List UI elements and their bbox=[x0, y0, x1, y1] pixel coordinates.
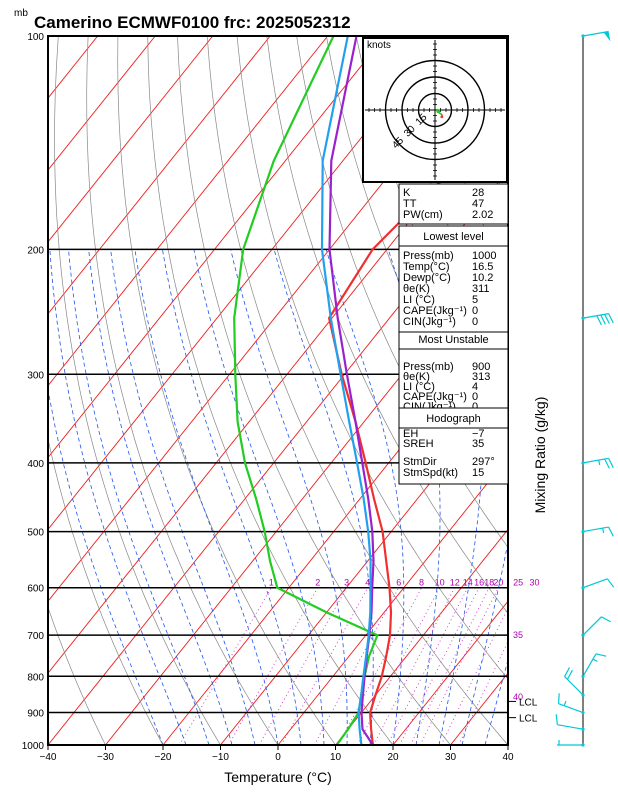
isotherm bbox=[0, 36, 155, 745]
mixing-ratio-line bbox=[441, 588, 518, 745]
lcl-label: LCL bbox=[519, 714, 538, 725]
moist-adiabat bbox=[69, 249, 210, 745]
pressure-tick-label: 900 bbox=[27, 709, 44, 720]
dry-adiabat bbox=[87, 36, 278, 745]
wind-barb bbox=[557, 740, 585, 747]
isotherm bbox=[48, 36, 615, 745]
mixing-ratio-label: 8 bbox=[419, 578, 424, 588]
x-tick-label: 30 bbox=[445, 752, 457, 763]
chart-title: Camerino ECMWF0100 frc: 2025052312 bbox=[34, 13, 351, 32]
index-value: 2.02 bbox=[472, 209, 493, 221]
panel-heading: Lowest level bbox=[423, 231, 484, 243]
mixing-ratio-label: 1 bbox=[269, 578, 274, 588]
mixing-ratio-label: 4 bbox=[365, 578, 370, 588]
index-value: 0 bbox=[472, 316, 478, 328]
x-tick-label: −40 bbox=[40, 752, 57, 763]
x-tick-label: 20 bbox=[387, 752, 399, 763]
mixing-ratio-label: 10 bbox=[435, 578, 445, 588]
storm-motion-marker bbox=[436, 109, 440, 113]
wind-barb bbox=[556, 714, 584, 730]
pressure-unit: mb bbox=[14, 8, 28, 19]
index-label: SREH bbox=[403, 438, 434, 450]
hodograph-unit: knots bbox=[367, 40, 391, 51]
pressure-tick-label: 300 bbox=[27, 370, 44, 381]
index-value: 35 bbox=[472, 438, 484, 450]
panel-heading: Hodograph bbox=[426, 413, 480, 425]
wind-barb bbox=[581, 654, 606, 678]
x-tick-label: 10 bbox=[330, 752, 342, 763]
hodograph-trace bbox=[441, 117, 443, 118]
index-label: StmSpd(kt) bbox=[403, 467, 458, 479]
x-tick-label: −20 bbox=[155, 752, 172, 763]
mixing-ratio-line bbox=[259, 588, 347, 745]
mixing-ratio-label: 6 bbox=[396, 578, 401, 588]
mixing-ratio-label: 2 bbox=[315, 578, 320, 588]
isotherm bbox=[566, 36, 618, 745]
moist-adiabat bbox=[274, 249, 373, 745]
x-tick-label: 40 bbox=[502, 752, 514, 763]
dry-adiabat bbox=[118, 36, 336, 745]
mixing-ratio-label: 16 bbox=[474, 578, 484, 588]
x-tick-label: −10 bbox=[212, 752, 229, 763]
pressure-tick-label: 1000 bbox=[22, 741, 45, 752]
lcl-label: LCL bbox=[519, 697, 538, 708]
pressure-tick-label: 100 bbox=[27, 32, 44, 43]
mixing-ratio-axis-label: Mixing Ratio (g/kg) bbox=[532, 397, 548, 514]
mixing-ratio-line bbox=[410, 588, 489, 745]
moist-adiabat bbox=[50, 249, 186, 745]
isotherm bbox=[0, 36, 328, 745]
dry-adiabat bbox=[565, 36, 618, 745]
x-tick-label: −30 bbox=[97, 752, 114, 763]
dry-adiabat bbox=[594, 36, 618, 745]
mixing-ratio-line bbox=[338, 588, 421, 745]
index-label: PW(cm) bbox=[403, 209, 443, 221]
isotherm bbox=[508, 36, 618, 745]
pressure-tick-label: 700 bbox=[27, 631, 44, 642]
pressure-tick-label: 600 bbox=[27, 584, 44, 595]
pressure-tick-label: 200 bbox=[27, 245, 44, 256]
wind-barb bbox=[581, 527, 613, 536]
moist-adiabat bbox=[194, 249, 324, 745]
pressure-tick-label: 500 bbox=[27, 528, 44, 539]
index-value: 15 bbox=[472, 467, 484, 479]
dry-adiabat bbox=[535, 36, 618, 745]
wind-barb bbox=[581, 314, 613, 325]
pressure-tick-label: 800 bbox=[27, 672, 44, 683]
wind-barb bbox=[581, 458, 613, 468]
index-label: CIN(Jkg⁻¹) bbox=[403, 316, 456, 328]
mixing-ratio-label: 20 bbox=[493, 578, 503, 588]
dry-adiabat bbox=[148, 36, 393, 745]
mixing-ratio-label: 14 bbox=[463, 578, 473, 588]
x-axis-label: Temperature (°C) bbox=[224, 769, 332, 785]
moist-adiabat bbox=[89, 249, 232, 745]
wind-barb bbox=[581, 31, 610, 41]
mixing-ratio-label: 25 bbox=[513, 578, 523, 588]
wind-barb bbox=[559, 693, 585, 714]
mixing-ratio-label: 3 bbox=[344, 578, 349, 588]
isotherm bbox=[106, 36, 618, 745]
mixing-ratio-label: 30 bbox=[529, 578, 539, 588]
x-tick-label: 0 bbox=[275, 752, 281, 763]
panel-heading: Most Unstable bbox=[418, 334, 488, 346]
wind-barb bbox=[581, 617, 610, 637]
wind-barb bbox=[581, 579, 613, 589]
wind-barb bbox=[565, 667, 585, 696]
theta-e-label: 35 bbox=[513, 630, 523, 640]
mixing-ratio-label: 12 bbox=[450, 578, 460, 588]
pressure-tick-label: 400 bbox=[27, 459, 44, 470]
